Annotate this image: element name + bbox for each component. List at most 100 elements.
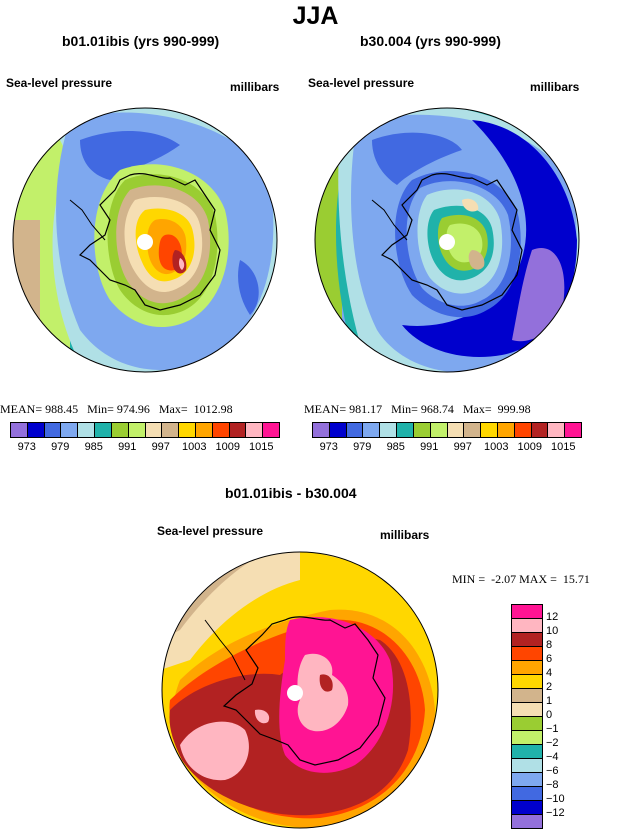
colorbar-swatch	[512, 731, 542, 745]
left-units-label: millibars	[230, 80, 280, 94]
left-stats: MEAN= 988.45 Min= 974.96 Max= 1012.98	[0, 402, 233, 417]
colorbar-swatch	[512, 773, 542, 787]
right-polar-map	[314, 107, 580, 373]
colorbar-tick-label: −1	[546, 723, 559, 735]
colorbar-swatch	[512, 675, 542, 689]
right-max-label: Max=	[462, 402, 492, 416]
diff-case-title: b01.01ibis - b30.004	[225, 485, 357, 501]
colorbar-swatch	[512, 815, 542, 828]
colorbar-tick-label: 12	[546, 611, 559, 623]
colorbar-tick-label: 8	[546, 639, 553, 651]
right-colorbar-ticks: 973 979 985 991 997 1003 1009 1015	[312, 441, 580, 455]
right-mean-label: MEAN=	[304, 402, 347, 416]
left-colorbar-ticks: 973 979 985 991 997 1003 1009 1015	[10, 441, 278, 455]
colorbar-swatch	[380, 423, 398, 437]
colorbar-swatch	[11, 423, 28, 437]
colorbar-tick-label: 985	[84, 441, 103, 453]
left-mean-value: 988.45	[45, 402, 79, 416]
colorbar-swatch	[447, 423, 465, 437]
colorbar-swatch	[512, 801, 542, 815]
figure-title: JJA	[292, 2, 339, 30]
colorbar-swatch	[162, 423, 180, 437]
colorbar-swatch	[565, 423, 581, 437]
colorbar-swatch	[512, 661, 542, 675]
right-case-title: b30.004 (yrs 990-999)	[360, 33, 501, 49]
colorbar-swatch	[512, 717, 542, 731]
colorbar-swatch	[179, 423, 196, 437]
right-variable-label: Sea-level pressure	[308, 76, 415, 90]
colorbar-swatch	[195, 423, 213, 437]
diff-variable-label: Sea-level pressure	[157, 524, 264, 538]
left-max-label: Max=	[158, 402, 188, 416]
colorbar-swatch	[512, 703, 542, 717]
colorbar-tick-label: 991	[420, 441, 439, 453]
colorbar-swatch	[397, 423, 414, 437]
colorbar-swatch	[512, 787, 542, 801]
colorbar-swatch	[514, 423, 532, 437]
colorbar-tick-label: 973	[319, 441, 338, 453]
right-colorbar	[312, 422, 582, 438]
colorbar-swatch	[531, 423, 549, 437]
colorbar-swatch	[263, 423, 279, 437]
colorbar-swatch	[44, 423, 62, 437]
colorbar-tick-label: −2	[546, 737, 559, 749]
colorbar-swatch	[512, 633, 542, 647]
colorbar-swatch	[481, 423, 498, 437]
colorbar-swatch	[512, 745, 542, 759]
diff-colorbar	[511, 604, 543, 829]
right-units-label: millibars	[530, 80, 580, 94]
colorbar-swatch	[78, 423, 96, 437]
colorbar-tick-label: 1015	[551, 441, 576, 453]
colorbar-swatch	[128, 423, 146, 437]
colorbar-tick-label: 979	[51, 441, 70, 453]
colorbar-swatch	[548, 423, 566, 437]
colorbar-swatch	[512, 759, 542, 773]
colorbar-swatch	[512, 647, 542, 661]
diff-polar-map	[161, 551, 439, 829]
right-max-value: 999.98	[497, 402, 531, 416]
colorbar-swatch	[464, 423, 482, 437]
colorbar-swatch	[413, 423, 431, 437]
colorbar-swatch	[246, 423, 264, 437]
colorbar-tick-label: 4	[546, 667, 553, 679]
colorbar-tick-label: 997	[453, 441, 472, 453]
colorbar-tick-label: −12	[546, 807, 565, 819]
colorbar-tick-label: 1009	[517, 441, 542, 453]
colorbar-tick-label: 997	[151, 441, 170, 453]
colorbar-swatch	[212, 423, 230, 437]
colorbar-tick-label: 6	[546, 653, 553, 665]
left-min-label: Min=	[87, 402, 114, 416]
colorbar-tick-label: 2	[546, 681, 553, 693]
colorbar-tick-label: 1003	[484, 441, 509, 453]
colorbar-swatch	[512, 605, 542, 619]
left-polar-map	[12, 107, 278, 373]
colorbar-swatch	[95, 423, 112, 437]
colorbar-tick-label: 991	[118, 441, 137, 453]
colorbar-swatch	[512, 619, 542, 633]
colorbar-tick-label: 1003	[182, 441, 207, 453]
colorbar-swatch	[329, 423, 347, 437]
colorbar-swatch	[111, 423, 129, 437]
colorbar-tick-label: 979	[353, 441, 372, 453]
colorbar-tick-label: 1009	[215, 441, 240, 453]
colorbar-tick-label: 1	[546, 695, 553, 707]
left-max-value: 1012.98	[193, 402, 233, 416]
right-min-label: Min=	[391, 402, 418, 416]
colorbar-tick-label: −6	[546, 765, 559, 777]
colorbar-swatch	[512, 689, 542, 703]
diff-max-value: 15.71	[562, 572, 590, 586]
left-mean-label: MEAN=	[0, 402, 43, 416]
diff-min-value: -2.07	[491, 572, 517, 586]
colorbar-swatch	[313, 423, 330, 437]
colorbar-tick-label: 973	[17, 441, 36, 453]
colorbar-tick-label: −4	[546, 751, 559, 763]
left-variable-label: Sea-level pressure	[6, 76, 113, 90]
colorbar-swatch	[346, 423, 364, 437]
colorbar-tick-label: 10	[546, 625, 559, 637]
colorbar-tick-label: 1015	[249, 441, 274, 453]
right-mean-value: 981.17	[349, 402, 383, 416]
colorbar-tick-label: 0	[546, 709, 553, 721]
right-min-value: 968.74	[420, 402, 454, 416]
colorbar-tick-label: −10	[546, 793, 565, 805]
diff-colorbar-ticks: 12 10 8 6 4 2 1 0 −1 −2 −4 −6 −8 −10 −12	[546, 604, 606, 828]
